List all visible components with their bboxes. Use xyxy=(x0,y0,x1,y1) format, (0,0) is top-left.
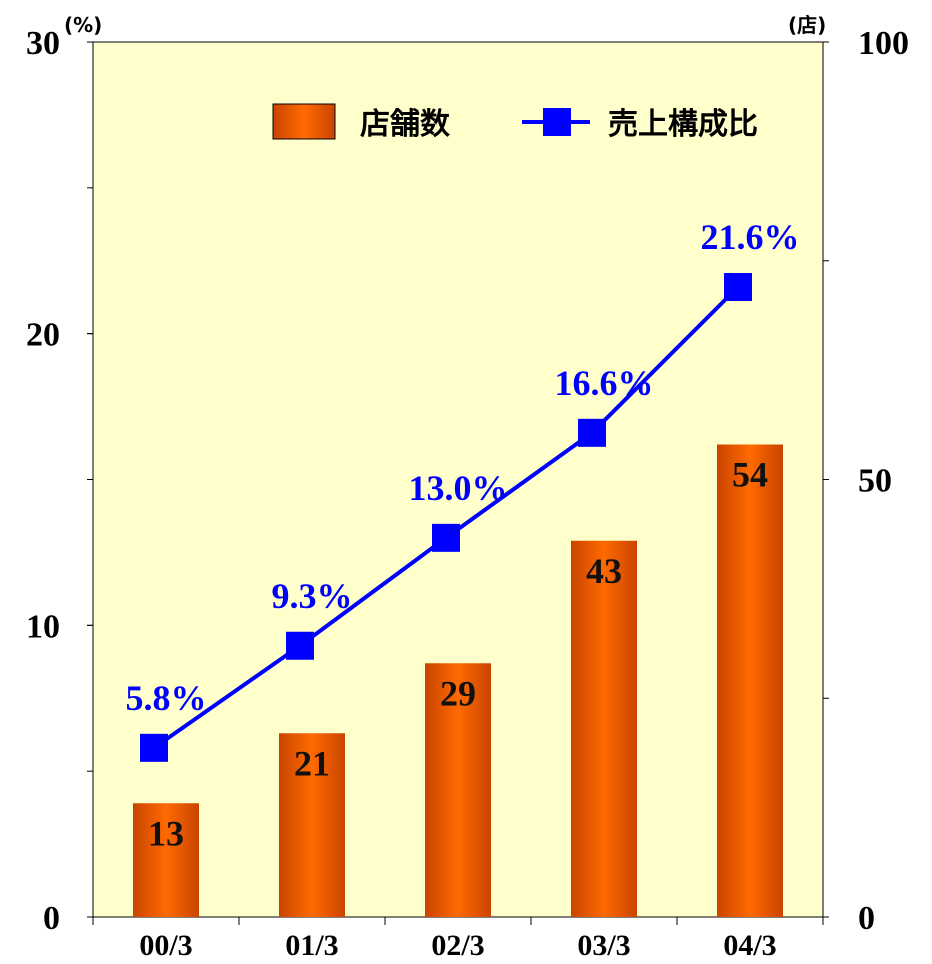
right-axis-tick-label: 100 xyxy=(858,25,909,62)
line-value-label: 9.3% xyxy=(272,576,353,616)
bar-03/3 xyxy=(571,540,637,917)
bar-value-label: 43 xyxy=(586,551,622,591)
x-axis-tick-label: 03/3 xyxy=(577,929,630,962)
bar-value-label: 29 xyxy=(440,673,476,713)
bar-value-label: 13 xyxy=(148,813,184,853)
x-axis-tick-label: 01/3 xyxy=(285,929,338,962)
line-point-00/3 xyxy=(140,733,168,762)
legend: 店舗数 売上構成比 xyxy=(272,103,758,142)
bar-04/3 xyxy=(717,444,783,917)
left-axis-tick-label: 30 xyxy=(26,25,60,62)
bar-02/3 xyxy=(425,663,491,917)
line-point-03/3 xyxy=(578,418,606,447)
left-axis-tick-label: 10 xyxy=(26,608,60,645)
line-series xyxy=(140,273,752,762)
line-value-label: 5.8% xyxy=(126,678,207,718)
bar-00/3 xyxy=(133,803,199,917)
right-axis-unit: (店) xyxy=(788,13,826,37)
left-axis-tick-label: 0 xyxy=(43,900,60,937)
bar-01/3 xyxy=(279,733,345,917)
legend-bar-swatch xyxy=(272,103,336,140)
x-axis-tick-label: 02/3 xyxy=(431,929,484,962)
bar-labels: 13 21 29 43 54 xyxy=(148,455,768,854)
x-axis-tick-label: 00/3 xyxy=(139,929,192,962)
left-axis-tick-label: 20 xyxy=(26,317,60,354)
left-axis-unit: (%) xyxy=(64,13,102,37)
legend-line-label: 売上構成比 xyxy=(608,107,758,142)
right-axis-tick-label: 0 xyxy=(858,900,875,937)
line-point-02/3 xyxy=(432,523,460,552)
axes: 0 10 20 30 0 50 100 00/3 01/3 02/3 03/3 04/3 xyxy=(26,25,909,962)
x-axis-tick-label: 04/3 xyxy=(723,929,776,962)
bars xyxy=(133,444,783,917)
legend-line-marker xyxy=(543,108,571,136)
bar-value-label: 54 xyxy=(732,455,768,495)
line-value-label: 16.6% xyxy=(555,363,654,403)
bar-value-label: 21 xyxy=(294,743,330,783)
line-point-04/3 xyxy=(724,273,752,301)
line-value-label: 21.6% xyxy=(701,217,800,257)
line-point-01/3 xyxy=(286,631,314,660)
legend-bar-label: 店舗数 xyxy=(360,107,451,142)
right-axis-tick-label: 50 xyxy=(858,463,892,500)
line-labels: 5.8% 9.3% 13.0% 16.6% 21.6% xyxy=(126,217,800,718)
line-value-label: 13.0% xyxy=(409,468,508,508)
